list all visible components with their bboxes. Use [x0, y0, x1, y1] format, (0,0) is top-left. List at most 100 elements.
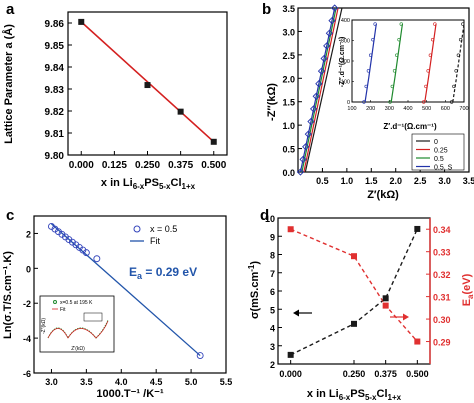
panel-b-point — [307, 117, 315, 126]
panel-d-ea-point — [414, 338, 421, 345]
panel-b-inset-point — [388, 100, 392, 104]
panel-b-point — [312, 92, 320, 100]
panel-c-legend-entry-0: x = 0.5 — [150, 224, 177, 234]
panel-b-inset-point — [461, 22, 465, 26]
panel-c-annotation: Ea = 0.29 eV — [129, 265, 197, 281]
panel-b-inset-point — [458, 37, 463, 42]
panel-b-inset-point — [390, 84, 395, 89]
panel-c-legend-marker — [133, 225, 141, 233]
panel-b-inset-point — [428, 53, 433, 57]
panel-d-xtick-label: 0.250 — [343, 369, 366, 379]
panel-c-inset: x=0.5 at 195 K Fit Z′(kΩ) -Z″(kΩ) — [41, 300, 109, 352]
panel-b-inset-xtick-label: 400 — [403, 106, 412, 112]
panel-b-series-line — [304, 7, 343, 173]
panel-a-ytick-label: 9.84 — [45, 63, 65, 74]
panel-c-inset-frame — [39, 295, 115, 353]
panel-b-xtick-label: 3.5 — [463, 176, 474, 186]
panel-c-point — [196, 352, 204, 360]
panel-b-legend-entry: 0.5 — [434, 156, 444, 163]
panel-b-xtick-label: 3.0 — [438, 176, 451, 186]
panel-d-ytick-right-label: 0.31 — [433, 293, 451, 303]
panel-d-ytick-right-label: 0.34 — [433, 225, 451, 235]
panel-d: d 2 3 4 5 6 7 8 9 10 0.29 0.30 0.31 0.32 0.33 0.34 0.… — [247, 207, 474, 402]
panel-b-inset-series-line — [390, 24, 403, 103]
panel-d-ytick-label: 8 — [270, 251, 275, 261]
panel-b-inset-xtick-label: 700 — [459, 106, 468, 112]
panel-a: a 9.80 9.81 9.82 9.83 9.84 9.85 9.86 0.000 0.12… — [2, 1, 228, 191]
panel-c-point — [82, 249, 90, 257]
panel-b-inset-point — [368, 53, 373, 57]
panel-b-point — [304, 130, 312, 138]
panel-c-inset-legend-1: Fit — [60, 307, 66, 313]
panel-b-inset-xlabel: Z′.d⁻¹(Ω.cm⁻¹) — [383, 122, 437, 131]
panel-d-sigma-point — [382, 295, 389, 302]
panel-b-inset-point — [430, 37, 435, 42]
panel-c: c -6 -4 -2 0 2 3.0 3.5 4.0 4.5 5.0 5.5 x = 0.5 Fi… — [2, 207, 232, 400]
panel-b-inset-point — [395, 53, 399, 57]
panel-a-xtick-label: 0.375 — [168, 160, 193, 171]
panel-b-legend: 0 0.250.5 0.5, S — [411, 133, 465, 172]
panel-b-legend-entry: 0 — [434, 139, 438, 146]
panel-a-label: a — [6, 1, 15, 18]
panel-b-inset-point — [366, 69, 371, 73]
panel-b-inset-point — [433, 22, 437, 26]
panel-d-xlabel: x in Li6-xPS5-xCl1+x — [307, 388, 402, 402]
panel-b-point — [323, 42, 331, 50]
panel-c-xtick-label: 4.0 — [115, 377, 128, 387]
panel-a-ytick-label: 9.86 — [45, 19, 65, 30]
panel-d-ytick-right-label: 0.30 — [433, 315, 451, 325]
panel-c-inset-circuit-icon — [83, 312, 103, 322]
panel-a-point — [144, 82, 151, 89]
panel-b-ytick-label: 1.5 — [282, 98, 295, 108]
panel-c-xtick-label: 3.0 — [45, 377, 58, 387]
panel-d-ytick-label: 9 — [270, 232, 275, 242]
panel-b: b 0.0 0.5 1.0 1.5 2.0 2.5 3.0 3.5 0.5 1.0 1.5 2.0 2… — [262, 1, 474, 201]
panel-b-series-line — [303, 7, 339, 173]
panel-b-legend-box — [411, 133, 465, 171]
panel-b-xtick-label: 2.5 — [414, 176, 427, 186]
panel-b-inset-point — [421, 100, 426, 104]
panel-b-inset-ytick-label: 300 — [341, 39, 350, 45]
panel-a-ytick-label: 9.81 — [45, 129, 65, 140]
panel-b-inset-point — [373, 22, 377, 26]
panel-b-point — [320, 54, 328, 63]
panel-b-inset-xtick-label: 600 — [441, 106, 450, 112]
panel-c-label: c — [6, 207, 14, 224]
panel-d-right-arrow-icon — [403, 313, 409, 321]
panel-b-inset-point — [424, 84, 428, 89]
panel-b-inset-ytick-label: 100 — [341, 80, 350, 86]
panel-b-point — [309, 105, 318, 113]
panel-b-inset-point — [454, 69, 458, 73]
panel-b-ylabel: -Z″(kΩ) — [266, 83, 278, 121]
panel-d-left-arrow-icon — [293, 309, 299, 317]
panel-c-xtick-label: 5.0 — [185, 377, 198, 387]
panel-c-ytick-label: 2 — [26, 229, 31, 239]
panel-a-xtick-label: 0.000 — [69, 160, 94, 171]
panel-b-inset-xtick-label: 100 — [347, 106, 356, 112]
panel-b-point — [299, 155, 307, 164]
panel-d-xtick-label: 0.375 — [374, 369, 397, 379]
panel-b-point — [296, 168, 305, 176]
panel-b-inset-point — [399, 22, 403, 26]
panel-b-legend-entry: 0.5, S — [434, 165, 453, 172]
panel-b-ytick-label: 2.5 — [282, 51, 295, 61]
panel-b-point — [302, 143, 310, 151]
panel-b-xtick-label: 0.5 — [316, 176, 329, 186]
panel-d-sigma-point — [414, 225, 421, 232]
panel-b-legend-entry: 0.25 — [434, 148, 448, 155]
panel-d-sigma-trend — [290, 228, 418, 356]
panel-b-series-line — [301, 7, 337, 173]
panel-b-xtick-label: 1.0 — [341, 176, 354, 186]
panel-d-frame-left — [277, 217, 431, 365]
panel-c-ytick-label: 0 — [26, 264, 31, 274]
panel-b-inset-point — [456, 53, 461, 57]
panel-c-inset-ylabel: -Z″(kΩ) — [41, 318, 47, 334]
panel-c-ytick-label: -4 — [23, 334, 31, 344]
panel-a-ytick-label: 9.85 — [45, 41, 65, 52]
panel-c-ylabel: Ln(σ.T/S.cm⁻¹.K) — [2, 251, 14, 339]
panel-a-ytick-label: 9.83 — [45, 85, 65, 96]
panel-b-ytick-label: 0.0 — [282, 168, 295, 178]
panel-b-frame — [297, 7, 470, 173]
panel-c-inset-xlabel: Z′(kΩ) — [71, 346, 85, 352]
panel-b-inset-point — [392, 69, 397, 73]
